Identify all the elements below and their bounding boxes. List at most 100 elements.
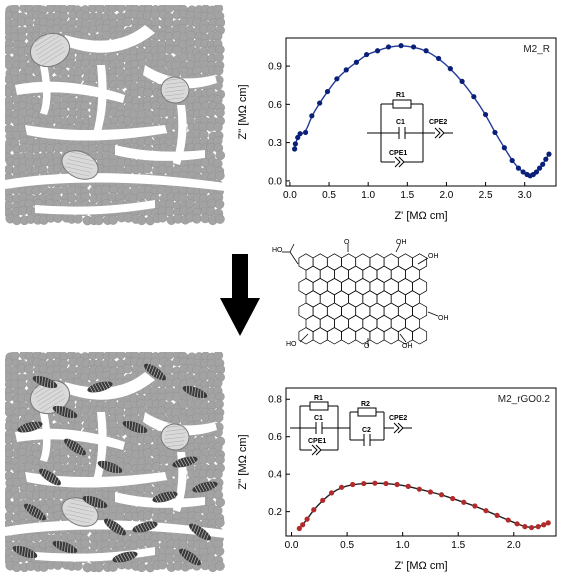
data-point bbox=[364, 51, 370, 58]
data-point bbox=[483, 508, 489, 514]
rgo-flake bbox=[52, 404, 78, 420]
rgo-flake bbox=[24, 502, 46, 522]
crystal-hatch bbox=[71, 151, 99, 159]
particle bbox=[191, 214, 202, 224]
data-point bbox=[372, 480, 378, 486]
circuit-label-cpe1: CPE1 bbox=[389, 150, 407, 157]
crystal-hatch bbox=[32, 28, 58, 44]
group-label-o-bottom: O bbox=[364, 343, 370, 350]
fit-curve bbox=[298, 482, 549, 529]
benzene-ring bbox=[362, 265, 378, 283]
pore bbox=[35, 200, 155, 215]
crystal-hatch bbox=[72, 148, 100, 155]
y-tick-label: 0.6 bbox=[268, 100, 282, 111]
x-tick-label: 2.5 bbox=[479, 190, 493, 201]
circuit-label-r1: R1 bbox=[314, 395, 323, 402]
data-point bbox=[338, 484, 345, 490]
benzene-ring bbox=[362, 290, 378, 308]
plot-frame bbox=[285, 387, 557, 537]
crystal-hatch bbox=[33, 31, 59, 48]
circuit-label-c1: C1 bbox=[314, 415, 323, 422]
rgo-flake bbox=[172, 455, 198, 469]
particle bbox=[122, 16, 133, 27]
benzene-ring bbox=[355, 302, 371, 320]
benzene-ring bbox=[312, 253, 328, 271]
benzene-ring bbox=[355, 253, 371, 271]
data-point bbox=[482, 111, 489, 118]
particle bbox=[214, 399, 224, 410]
particle bbox=[53, 560, 63, 570]
data-point bbox=[515, 165, 522, 171]
crystal-hatch bbox=[39, 46, 64, 63]
pore bbox=[115, 145, 205, 161]
y-tick-label: 0.6 bbox=[268, 432, 282, 443]
particle bbox=[157, 559, 168, 570]
benzene-ring bbox=[348, 265, 364, 283]
particle bbox=[206, 107, 216, 118]
crystal-hatch bbox=[167, 73, 188, 77]
rgo-flake bbox=[39, 467, 61, 487]
rgo-flake bbox=[132, 520, 158, 534]
data-point bbox=[492, 129, 498, 136]
data-point bbox=[522, 524, 528, 530]
x-tick-label: 0.5 bbox=[340, 540, 354, 551]
data-point bbox=[436, 55, 442, 62]
series-label: M2_R bbox=[523, 44, 550, 55]
particle bbox=[178, 192, 188, 203]
crystal-hatch bbox=[64, 513, 92, 520]
crystal-hatch bbox=[166, 81, 187, 85]
x-tick-label: 1.0 bbox=[361, 190, 375, 201]
particle bbox=[215, 561, 225, 571]
data-point bbox=[383, 480, 389, 487]
pore bbox=[93, 65, 107, 135]
data-point bbox=[423, 48, 429, 54]
data-point bbox=[520, 169, 526, 175]
crystal-grain bbox=[160, 423, 190, 451]
data-point bbox=[292, 146, 298, 152]
circuit-label-c1: C1 bbox=[396, 119, 405, 126]
benzene-ring bbox=[312, 302, 328, 320]
particle bbox=[114, 413, 125, 424]
benzene-ring bbox=[319, 314, 335, 333]
particle bbox=[108, 562, 118, 572]
rgo-flake bbox=[17, 420, 43, 434]
particle bbox=[24, 412, 34, 423]
data-point bbox=[361, 480, 367, 487]
crystal-hatch bbox=[62, 170, 90, 177]
x-tick-label: 3.0 bbox=[518, 190, 532, 201]
data-point bbox=[536, 165, 543, 171]
group-label-ho-carboxyl: HO bbox=[272, 247, 283, 254]
benzene-ring bbox=[298, 302, 314, 320]
benzene-ring bbox=[383, 302, 399, 320]
crystal-hatch bbox=[163, 444, 184, 448]
data-point bbox=[546, 151, 552, 157]
pore bbox=[143, 412, 217, 436]
group-label-oh-bottom: OH bbox=[402, 343, 413, 350]
particle bbox=[94, 215, 104, 226]
data-points bbox=[292, 43, 552, 179]
benzene-ring bbox=[390, 265, 406, 283]
data-point bbox=[533, 169, 540, 175]
benzene-ring bbox=[319, 265, 335, 283]
particle bbox=[5, 115, 13, 125]
particle bbox=[5, 490, 13, 501]
data-point bbox=[334, 76, 340, 82]
pore bbox=[5, 173, 225, 191]
crystal-hatch bbox=[166, 424, 188, 428]
rgo-flake bbox=[82, 494, 108, 510]
particle bbox=[172, 45, 182, 55]
benzene-ring bbox=[390, 314, 406, 333]
data-point bbox=[309, 113, 315, 119]
benzene-ring bbox=[341, 253, 357, 271]
particle bbox=[156, 184, 167, 195]
data-point bbox=[317, 100, 323, 106]
benzene-ring bbox=[326, 302, 342, 320]
particle bbox=[213, 469, 223, 479]
particle bbox=[157, 512, 168, 522]
crystal-hatch bbox=[69, 502, 97, 509]
data-point bbox=[438, 492, 445, 498]
crystal-hatch bbox=[38, 43, 63, 59]
crystal-hatch bbox=[163, 440, 185, 444]
series-label: M2_rGO0.2 bbox=[498, 394, 551, 405]
pore bbox=[15, 81, 125, 103]
